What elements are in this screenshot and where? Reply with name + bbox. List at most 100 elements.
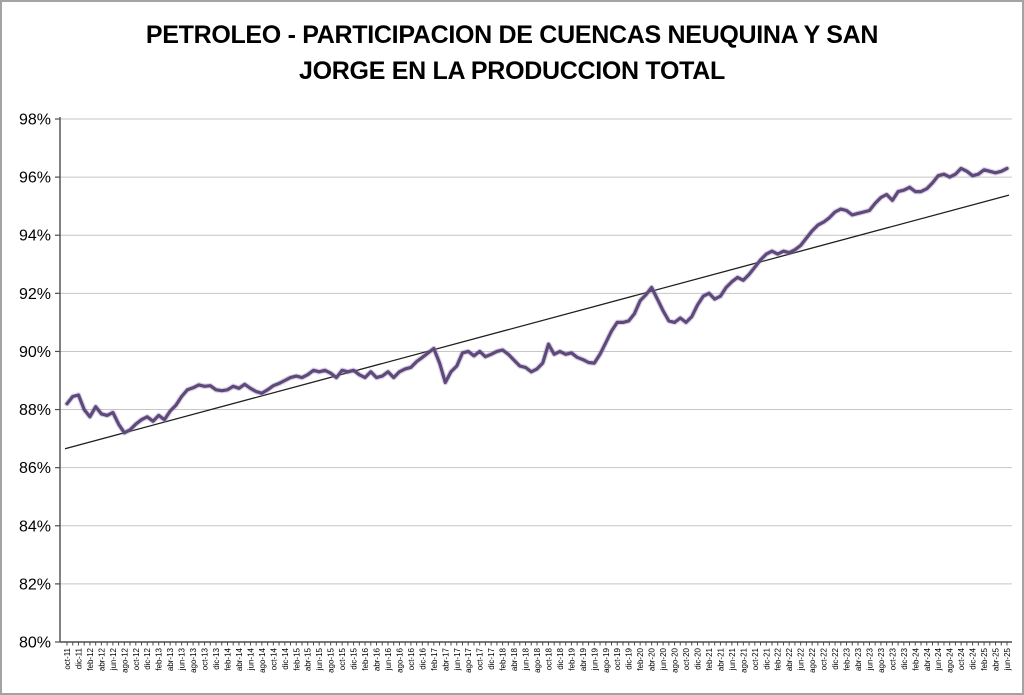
y-axis-label-90: 90% — [19, 344, 51, 361]
y-axis-label-92: 92% — [19, 286, 51, 303]
x-axis-label-feb-22: feb-22 — [774, 647, 783, 670]
chart-title: PETROLEO - PARTICIPACION DE CUENCAS NEUQ… — [112, 18, 912, 89]
x-axis-label-ago-21: ago-21 — [739, 647, 748, 672]
x-axis-label-ago-13: ago-13 — [189, 647, 198, 672]
x-axis-label-dic-20: dic-20 — [693, 647, 702, 669]
x-axis-label-feb-17: feb-17 — [430, 647, 439, 670]
x-axis-label-feb-23: feb-23 — [843, 647, 852, 670]
x-axis-label-ago-23: ago-23 — [877, 647, 886, 672]
x-axis-label-ago-20: ago-20 — [671, 647, 680, 672]
x-axis-label-oct-16: oct-16 — [407, 647, 416, 670]
chart-title-line2: JORGE EN LA PRODUCCION TOTAL — [299, 56, 725, 85]
x-axis-label-feb-13: feb-13 — [155, 647, 164, 670]
x-axis-label-jun-22: jun-22 — [797, 647, 806, 671]
x-axis-label-oct-12: oct-12 — [132, 647, 141, 670]
x-axis-label-jun-23: jun-23 — [865, 647, 874, 671]
x-axis-label-ago-15: ago-15 — [327, 647, 336, 672]
x-axis-label-dic-21: dic-21 — [762, 647, 771, 669]
x-axis-label-abr-23: abr-23 — [854, 647, 863, 671]
x-axis-label-dic-22: dic-22 — [831, 647, 840, 669]
x-axis-label-abr-18: abr-18 — [510, 647, 519, 671]
x-axis-label-ago-22: ago-22 — [808, 647, 817, 672]
x-axis-label-oct-22: oct-22 — [820, 647, 829, 670]
x-axis-label-abr-12: abr-12 — [97, 647, 106, 671]
x-axis-label-ago-24: ago-24 — [946, 647, 955, 672]
x-axis-label-ago-16: ago-16 — [395, 647, 404, 672]
x-axis-label-feb-14: feb-14 — [223, 647, 232, 670]
x-axis-label-jun-16: jun-16 — [384, 647, 393, 671]
x-axis-label-ago-14: ago-14 — [258, 647, 267, 672]
x-axis-label-abr-15: abr-15 — [304, 647, 313, 671]
x-axis-label-jun-17: jun-17 — [453, 647, 462, 671]
x-axis-label-jun-20: jun-20 — [659, 647, 668, 671]
x-axis-label-feb-16: feb-16 — [361, 647, 370, 670]
x-axis-label-dic-11: dic-11 — [74, 647, 83, 669]
x-axis-label-jun-13: jun-13 — [178, 647, 187, 671]
x-axis-label-oct-17: oct-17 — [476, 647, 485, 670]
x-axis-label-jun-19: jun-19 — [590, 647, 599, 671]
x-axis-label-jun-25: jun-25 — [1003, 647, 1012, 671]
x-axis-label-oct-24: oct-24 — [957, 647, 966, 670]
x-axis-label-dic-18: dic-18 — [556, 647, 565, 669]
x-axis-label-dic-23: dic-23 — [900, 647, 909, 669]
y-axis-label-88: 88% — [19, 402, 51, 419]
x-axis-label-oct-20: oct-20 — [682, 647, 691, 670]
x-axis-label-dic-24: dic-24 — [969, 647, 978, 669]
x-axis-label-dic-12: dic-12 — [143, 647, 152, 669]
x-axis-label-dic-19: dic-19 — [625, 647, 634, 669]
x-axis-label-abr-17: abr-17 — [441, 647, 450, 671]
x-axis-label-feb-21: feb-21 — [705, 647, 714, 670]
y-axis-label-80: 80% — [19, 635, 51, 652]
data-line-halo — [64, 165, 1010, 436]
y-axis-label-94: 94% — [19, 228, 51, 245]
x-axis-label-jun-24: jun-24 — [934, 647, 943, 671]
x-axis-label-jun-14: jun-14 — [246, 647, 255, 671]
x-axis-label-abr-14: abr-14 — [235, 647, 244, 671]
x-axis-label-feb-19: feb-19 — [567, 647, 576, 670]
chart-title-line1: PETROLEO - PARTICIPACION DE CUENCAS NEUQ… — [145, 21, 879, 49]
x-axis-label-ago-12: ago-12 — [120, 647, 129, 672]
x-axis-label-jun-15: jun-15 — [315, 647, 324, 671]
x-axis-label-oct-21: oct-21 — [751, 647, 760, 670]
x-axis-label-dic-16: dic-16 — [418, 647, 427, 669]
data-line-participacion — [65, 166, 1009, 435]
x-axis-label-abr-20: abr-20 — [648, 647, 657, 671]
x-axis-label-ago-17: ago-17 — [464, 647, 473, 672]
x-axis-label-jun-21: jun-21 — [728, 647, 737, 671]
x-axis-label-feb-18: feb-18 — [499, 647, 508, 670]
x-axis-label-oct-18: oct-18 — [544, 647, 553, 670]
x-axis-label-abr-13: abr-13 — [166, 647, 175, 671]
x-axis-label-oct-14: oct-14 — [269, 647, 278, 670]
x-axis-label-ago-19: ago-19 — [602, 647, 611, 672]
y-axis-label-82: 82% — [19, 576, 51, 593]
y-axis-label-96: 96% — [19, 170, 51, 187]
x-axis-label-feb-15: feb-15 — [292, 647, 301, 670]
x-axis-label-abr-19: abr-19 — [579, 647, 588, 671]
x-axis-label-oct-19: oct-19 — [613, 647, 622, 670]
y-axis-label-98: 98% — [19, 112, 51, 129]
x-axis-label-feb-12: feb-12 — [86, 647, 95, 670]
x-axis-label-dic-13: dic-13 — [212, 647, 221, 669]
x-axis-label-abr-16: abr-16 — [373, 647, 382, 671]
x-axis-label-abr-24: abr-24 — [923, 647, 932, 671]
x-axis-label-dic-15: dic-15 — [350, 647, 359, 669]
x-axis-label-feb-24: feb-24 — [911, 647, 920, 670]
x-axis-label-abr-25: abr-25 — [992, 647, 1001, 671]
trendline — [64, 194, 1010, 450]
x-axis-label-feb-20: feb-20 — [636, 647, 645, 670]
x-axis-label-dic-17: dic-17 — [487, 647, 496, 669]
x-axis-label-oct-11: oct-11 — [63, 647, 72, 669]
x-axis-label-jun-18: jun-18 — [522, 647, 531, 671]
y-axis-label-84: 84% — [19, 518, 51, 535]
x-axis-label-feb-25: feb-25 — [980, 647, 989, 670]
x-axis-label-dic-14: dic-14 — [281, 647, 290, 669]
x-axis-label-abr-21: abr-21 — [716, 647, 725, 671]
x-axis-label-oct-13: oct-13 — [201, 647, 210, 670]
x-axis-label-ago-18: ago-18 — [533, 647, 542, 672]
x-axis-label-jun-12: jun-12 — [109, 647, 118, 671]
x-axis-label-oct-23: oct-23 — [888, 647, 897, 670]
x-axis-label-oct-15: oct-15 — [338, 647, 347, 670]
y-axis-label-86: 86% — [19, 460, 51, 477]
